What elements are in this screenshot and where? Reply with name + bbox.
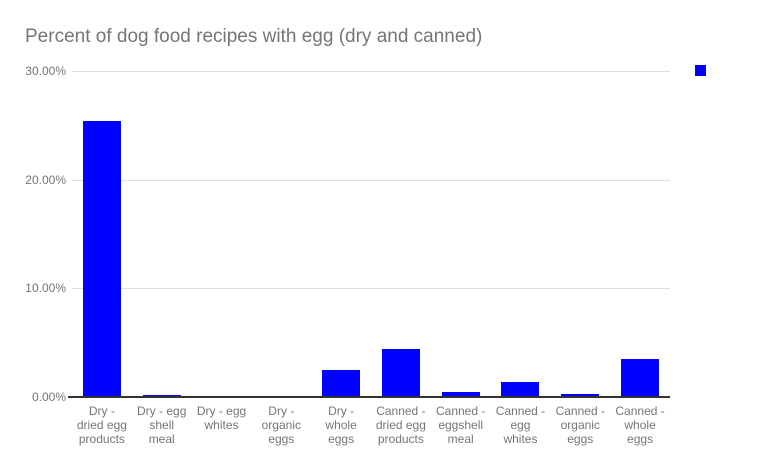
x-axis-label: Canned - egg whites	[495, 404, 546, 446]
x-axis-label: Canned - dried egg products	[375, 404, 426, 446]
y-axis-label: 20.00%	[25, 172, 66, 187]
x-axis-line	[68, 396, 670, 398]
bar-slot	[491, 71, 551, 397]
bar-slot	[371, 71, 431, 397]
y-axis: 0.00% 10.00% 20.00% 30.00%	[0, 64, 66, 404]
chart-title: Percent of dog food recipes with egg (dr…	[25, 26, 483, 47]
gridline	[72, 71, 670, 72]
y-axis-label: 10.00%	[25, 281, 66, 296]
bar-9[interactable]	[561, 394, 600, 397]
gridline	[72, 288, 670, 290]
plot-area	[68, 71, 670, 398]
bar-slot	[431, 71, 491, 397]
y-axis-label: 30.00%	[25, 64, 66, 78]
x-axis-label: Dry - whole eggs	[325, 404, 357, 446]
x-axis-label: Canned - eggshell meal	[435, 404, 486, 446]
bar-slot	[251, 71, 311, 397]
x-axis-label: Dry - dried egg products	[76, 404, 127, 446]
bar-slot	[192, 71, 252, 397]
bar-slot	[132, 71, 192, 397]
legend-swatch[interactable]	[695, 65, 706, 76]
bar-slot	[550, 71, 610, 397]
bar-8[interactable]	[501, 382, 540, 397]
bar-6[interactable]	[381, 349, 420, 397]
x-axis-label: Dry - organic eggs	[261, 404, 301, 446]
bar-1[interactable]	[82, 121, 121, 397]
gridline	[72, 179, 670, 181]
bar-5[interactable]	[322, 370, 361, 397]
bar-7[interactable]	[441, 392, 480, 397]
x-axis-label: Canned - whole eggs	[615, 404, 665, 446]
bar-slot	[610, 71, 670, 397]
bar-slot	[311, 71, 371, 397]
y-axis-label: 0.00%	[31, 390, 66, 404]
x-axis-label: Dry - egg shell meal	[137, 404, 187, 446]
x-axis-label: Canned - organic eggs	[555, 404, 605, 446]
x-axis-label: Dry - egg whites	[196, 404, 247, 432]
x-axis: Dry - dried egg products Dry - egg shell …	[72, 404, 670, 446]
bars-group	[72, 71, 670, 397]
bar-slot	[72, 71, 132, 397]
bar-10[interactable]	[621, 359, 660, 397]
